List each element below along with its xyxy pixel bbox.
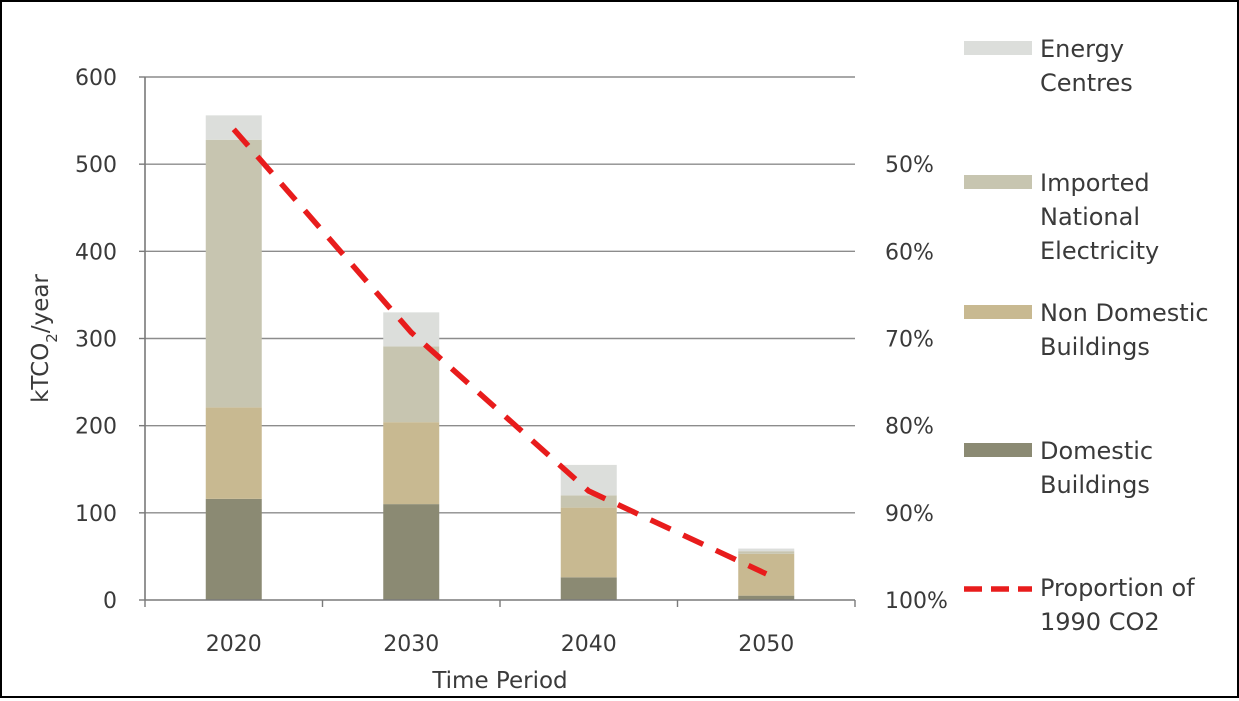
- x-tick-label: 2030: [383, 632, 439, 657]
- legend-item-imported-national-electricity: Imported National Electricity: [964, 169, 1159, 265]
- legend-label: Electricity: [1040, 237, 1159, 265]
- bar-domestic-buildings-2020: [205, 498, 262, 600]
- legend-swatch-non-domestic-buildings: [964, 305, 1032, 319]
- legend-item-domestic-buildings: Domestic Buildings: [964, 437, 1153, 499]
- y2-tick-label: 100%: [885, 589, 948, 614]
- x-axis-ticks: 2020 2030 2040 2050: [206, 632, 795, 657]
- bar-stack-group: [205, 115, 795, 600]
- bar-imported-national-electricity-2050: [738, 551, 795, 554]
- legend-label: Proportion of: [1040, 574, 1195, 602]
- x-tick-label: 2020: [206, 632, 262, 657]
- y-tick-label: 600: [75, 66, 117, 91]
- y2-tick-label: 70%: [885, 328, 934, 353]
- y2-tick-label: 80%: [885, 415, 934, 440]
- legend-label: Centres: [1040, 69, 1133, 97]
- bar-imported-national-electricity-2030: [383, 346, 440, 423]
- legend-item-proportion-of-1990-co2: Proportion of 1990 CO2: [964, 574, 1195, 636]
- bar-domestic-buildings-2040: [560, 577, 617, 600]
- legend-label: Energy: [1040, 35, 1124, 63]
- y-tick-label: 100: [75, 502, 117, 527]
- y-axis-title-main: kTCO: [28, 343, 54, 403]
- y-tick-label: 400: [75, 240, 117, 265]
- bar-energy-centres-2020: [205, 115, 262, 140]
- legend-label: Buildings: [1040, 333, 1150, 361]
- y2-tick-label: 90%: [885, 502, 934, 527]
- legend: Energy Centres Imported National Electricity…: [964, 35, 1209, 636]
- proportion-line-group: [231, 127, 768, 577]
- proportion-line: [231, 127, 768, 577]
- y2-tick-label: 60%: [885, 240, 934, 265]
- bar-energy-centres-2050: [738, 548, 795, 552]
- bar-non-domestic-buildings-2040: [560, 507, 617, 578]
- bar-imported-national-electricity-2040: [560, 495, 617, 508]
- bar-non-domestic-buildings-2030: [383, 422, 440, 505]
- y2-tick-label: 50%: [885, 153, 934, 178]
- axes: [139, 76, 856, 607]
- legend-item-energy-centres: Energy Centres: [964, 35, 1133, 97]
- y-axis-title-subscript: 2: [43, 333, 61, 343]
- legend-swatch-domestic-buildings: [964, 443, 1032, 457]
- legend-label: National: [1040, 203, 1140, 231]
- legend-label: Buildings: [1040, 471, 1150, 499]
- bar-imported-national-electricity-2020: [205, 139, 262, 408]
- legend-label: 1990 CO2: [1040, 608, 1160, 636]
- y-tick-label: 500: [75, 153, 117, 178]
- bar-domestic-buildings-2050: [738, 595, 795, 600]
- bar-non-domestic-buildings-2020: [205, 407, 262, 499]
- legend-label: Domestic: [1040, 437, 1153, 465]
- y-tick-label: 0: [103, 589, 117, 614]
- bar-non-domestic-buildings-2050: [738, 553, 795, 596]
- legend-label: Non Domestic: [1040, 299, 1209, 327]
- y-tick-label: 200: [75, 415, 117, 440]
- legend-item-non-domestic-buildings: Non Domestic Buildings: [964, 299, 1209, 361]
- y-axis-title-suffix: /year: [28, 274, 54, 334]
- x-tick-label: 2040: [561, 632, 617, 657]
- legend-swatch-imported-national-electricity: [964, 175, 1032, 189]
- y-axis-ticks: 0 100 200 300 400 500 600: [75, 66, 117, 614]
- bar-domestic-buildings-2030: [383, 504, 440, 600]
- legend-swatch-energy-centres: [964, 41, 1032, 55]
- y-axis-title: kTCO2/year: [28, 274, 61, 403]
- x-axis-title: Time Period: [431, 668, 567, 694]
- legend-label: Imported: [1040, 169, 1150, 197]
- y-tick-label: 300: [75, 328, 117, 353]
- x-tick-label: 2050: [738, 632, 794, 657]
- secondary-y-axis-ticks: 50% 60% 70% 80% 90% 100%: [885, 153, 948, 614]
